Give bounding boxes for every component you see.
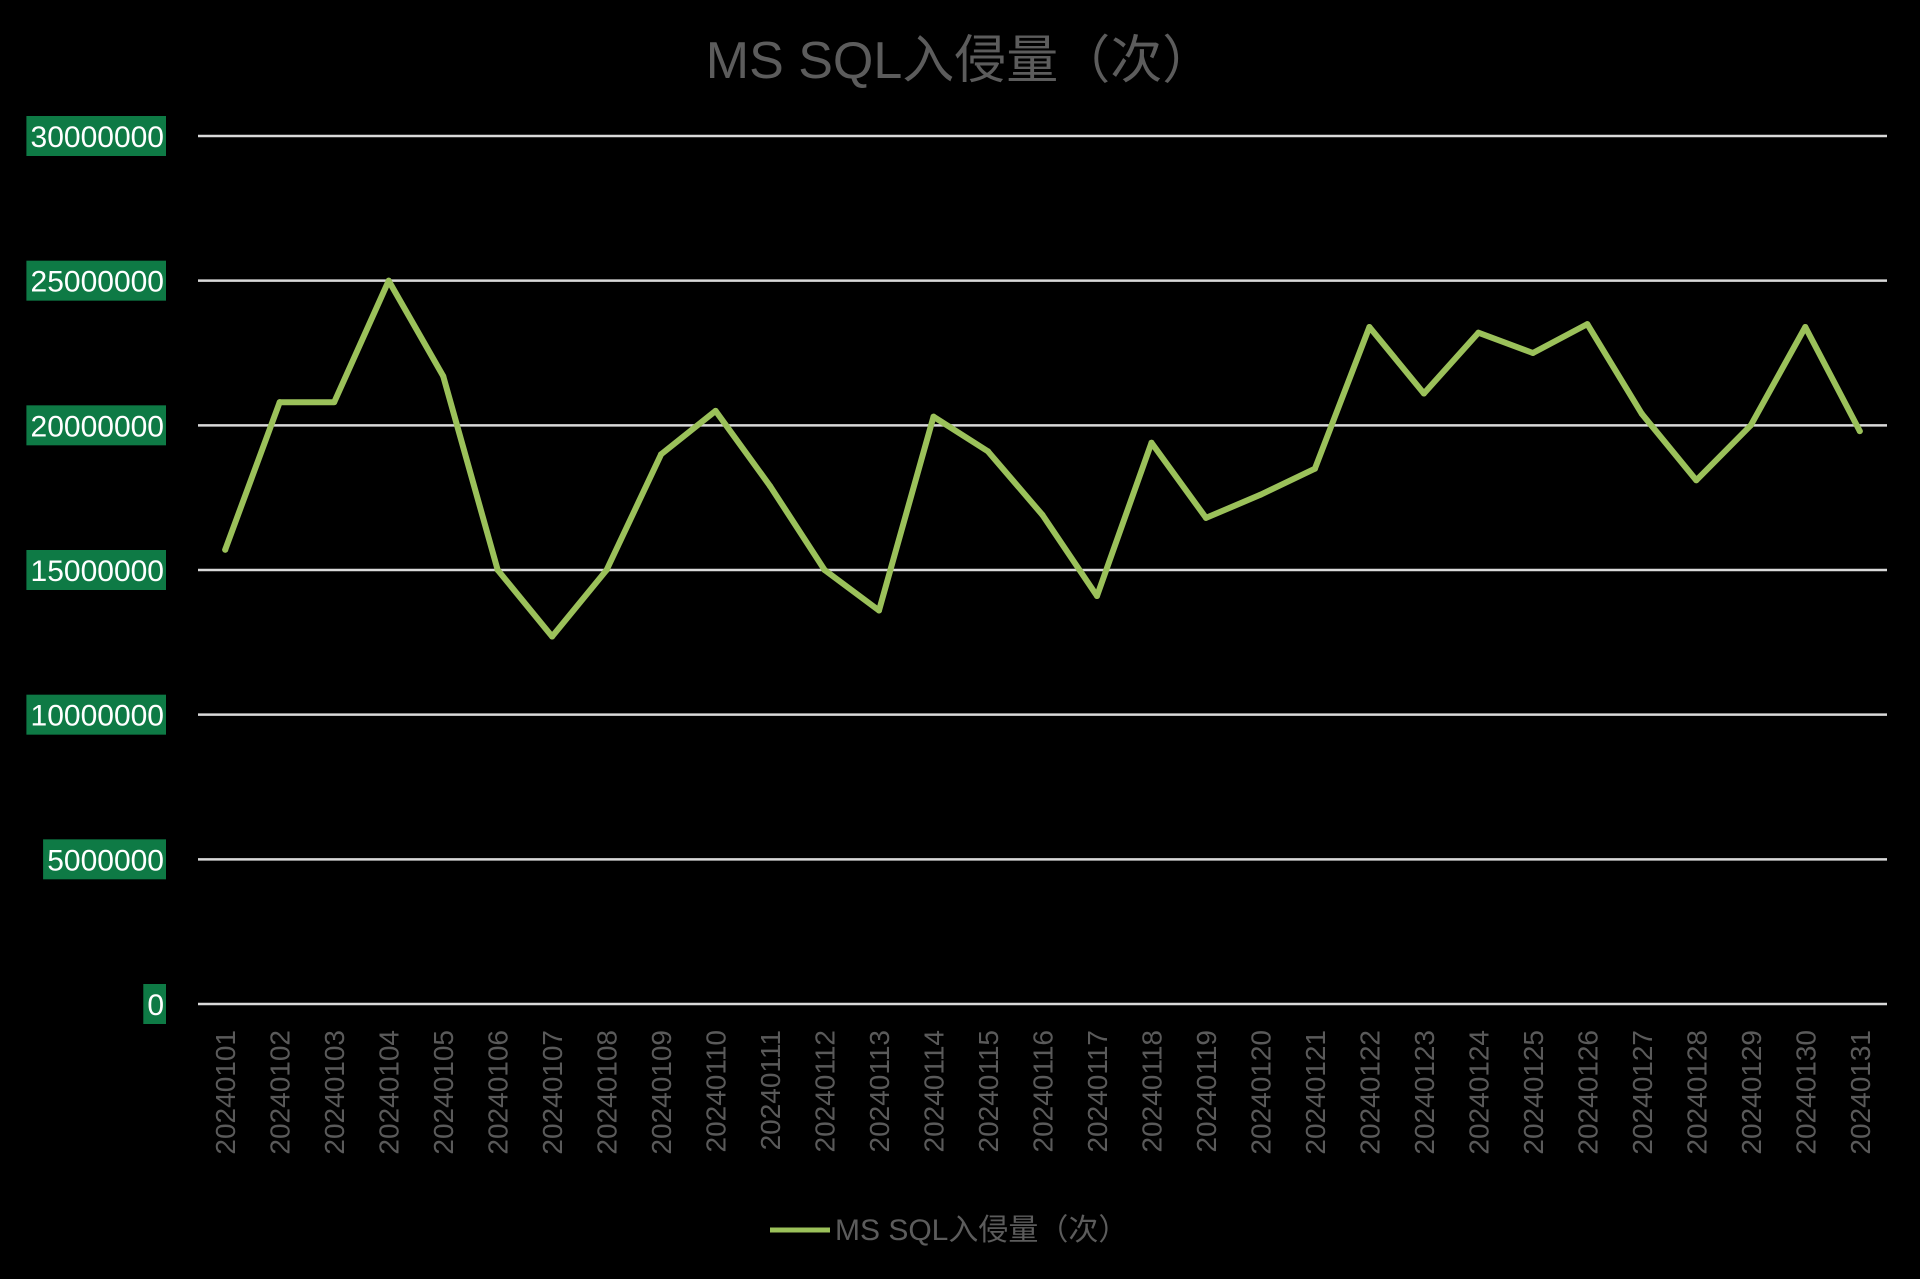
y-tick-background xyxy=(143,984,166,1024)
x-tick-label: 20240123 xyxy=(1409,1030,1440,1155)
y-tick-label: 20000000 xyxy=(31,410,164,443)
x-tick-label: 20240110 xyxy=(701,1030,732,1153)
x-tick-label: 20240121 xyxy=(1300,1030,1331,1155)
x-tick-label: 20240131 xyxy=(1845,1030,1876,1155)
y-tick-background xyxy=(26,550,167,590)
x-tick-label: 20240111 xyxy=(755,1030,786,1150)
data-point xyxy=(385,277,392,284)
y-tick-background xyxy=(26,260,167,301)
data-point xyxy=(549,633,556,640)
y-tick-background xyxy=(26,694,167,735)
x-tick-label: 20240117 xyxy=(1082,1030,1113,1153)
x-tick-label: 20240102 xyxy=(265,1030,296,1155)
x-tick-label: 20240112 xyxy=(810,1030,841,1153)
x-tick-label: 20240118 xyxy=(1136,1030,1167,1153)
data-point xyxy=(1693,477,1700,484)
data-point xyxy=(1093,593,1100,600)
y-tick-label: 10000000 xyxy=(31,700,164,733)
data-point xyxy=(985,448,992,455)
gridlines xyxy=(198,134,1887,1006)
x-tick-label: 20240113 xyxy=(864,1030,895,1153)
legend-label: MS SQL入侵量（次） xyxy=(835,1214,1128,1247)
data-point xyxy=(276,399,283,406)
y-tick-label: 5000000 xyxy=(47,844,164,877)
data-point xyxy=(1257,491,1264,498)
x-tick-label: 20240119 xyxy=(1191,1030,1222,1153)
data-point xyxy=(331,399,338,406)
data-point xyxy=(1856,428,1863,435)
x-tick-label: 20240128 xyxy=(1681,1030,1712,1155)
x-tick-label: 20240124 xyxy=(1463,1030,1494,1155)
series-line xyxy=(222,277,1863,640)
x-tick-label: 20240125 xyxy=(1518,1030,1549,1155)
data-point xyxy=(1475,329,1482,336)
y-tick-label: 30000000 xyxy=(31,121,164,154)
y-tick-label: 15000000 xyxy=(31,555,164,588)
x-tick-label: 20240130 xyxy=(1790,1030,1821,1155)
x-tick-label: 20240105 xyxy=(428,1030,459,1155)
y-axis: 0 5000000 10000000 15000000 20000000 25000000… xyxy=(26,116,167,1024)
x-tick-label: 20240103 xyxy=(319,1030,350,1155)
x-tick-label: 20240122 xyxy=(1354,1030,1385,1155)
data-point xyxy=(821,567,828,573)
x-tick-label: 20240115 xyxy=(973,1030,1004,1153)
data-point xyxy=(1747,422,1754,429)
x-tick-label: 20240109 xyxy=(646,1030,677,1155)
data-point xyxy=(767,483,774,490)
x-tick-label: 20240106 xyxy=(483,1030,514,1155)
data-point xyxy=(712,407,719,414)
y-tick-label: 0 xyxy=(147,989,164,1022)
x-tick-label: 20240129 xyxy=(1736,1030,1767,1155)
data-point xyxy=(1584,321,1591,328)
x-tick-label: 20240107 xyxy=(537,1030,568,1155)
x-tick-label: 20240108 xyxy=(592,1030,623,1155)
data-point xyxy=(440,373,447,380)
data-point xyxy=(1148,439,1155,446)
series-layer xyxy=(222,277,1863,640)
x-tick-label: 20240101 xyxy=(210,1030,241,1155)
data-point xyxy=(930,413,937,420)
chart-title: MS SQL入侵量（次） xyxy=(706,32,1215,90)
y-tick-background xyxy=(26,405,167,446)
data-point xyxy=(222,546,229,553)
x-tick-label: 20240120 xyxy=(1245,1030,1276,1155)
data-point xyxy=(1420,390,1427,397)
data-point xyxy=(876,607,883,614)
data-point xyxy=(1311,465,1318,472)
y-tick-label: 25000000 xyxy=(31,266,164,299)
x-tick-label: 20240127 xyxy=(1627,1030,1658,1155)
y-tick-background xyxy=(43,839,166,880)
y-tick-background xyxy=(26,116,167,156)
data-point xyxy=(1202,514,1209,521)
data-point xyxy=(603,567,610,573)
x-tick-label: 20240114 xyxy=(919,1030,950,1153)
data-point xyxy=(1529,350,1536,356)
data-point xyxy=(1802,323,1809,330)
data-point xyxy=(1366,323,1373,330)
x-tick-label: 20240116 xyxy=(1028,1030,1059,1153)
data-point xyxy=(494,567,501,573)
data-point xyxy=(658,451,665,458)
data-point xyxy=(1039,512,1046,519)
x-axis: 20240101 20240102 20240103 20240104 20240105… xyxy=(210,1030,1876,1155)
x-tick-label: 20240104 xyxy=(374,1030,405,1155)
data-point xyxy=(1638,410,1645,417)
x-tick-label: 20240126 xyxy=(1572,1030,1603,1155)
legend: MS SQL入侵量（次） xyxy=(770,1214,1128,1247)
